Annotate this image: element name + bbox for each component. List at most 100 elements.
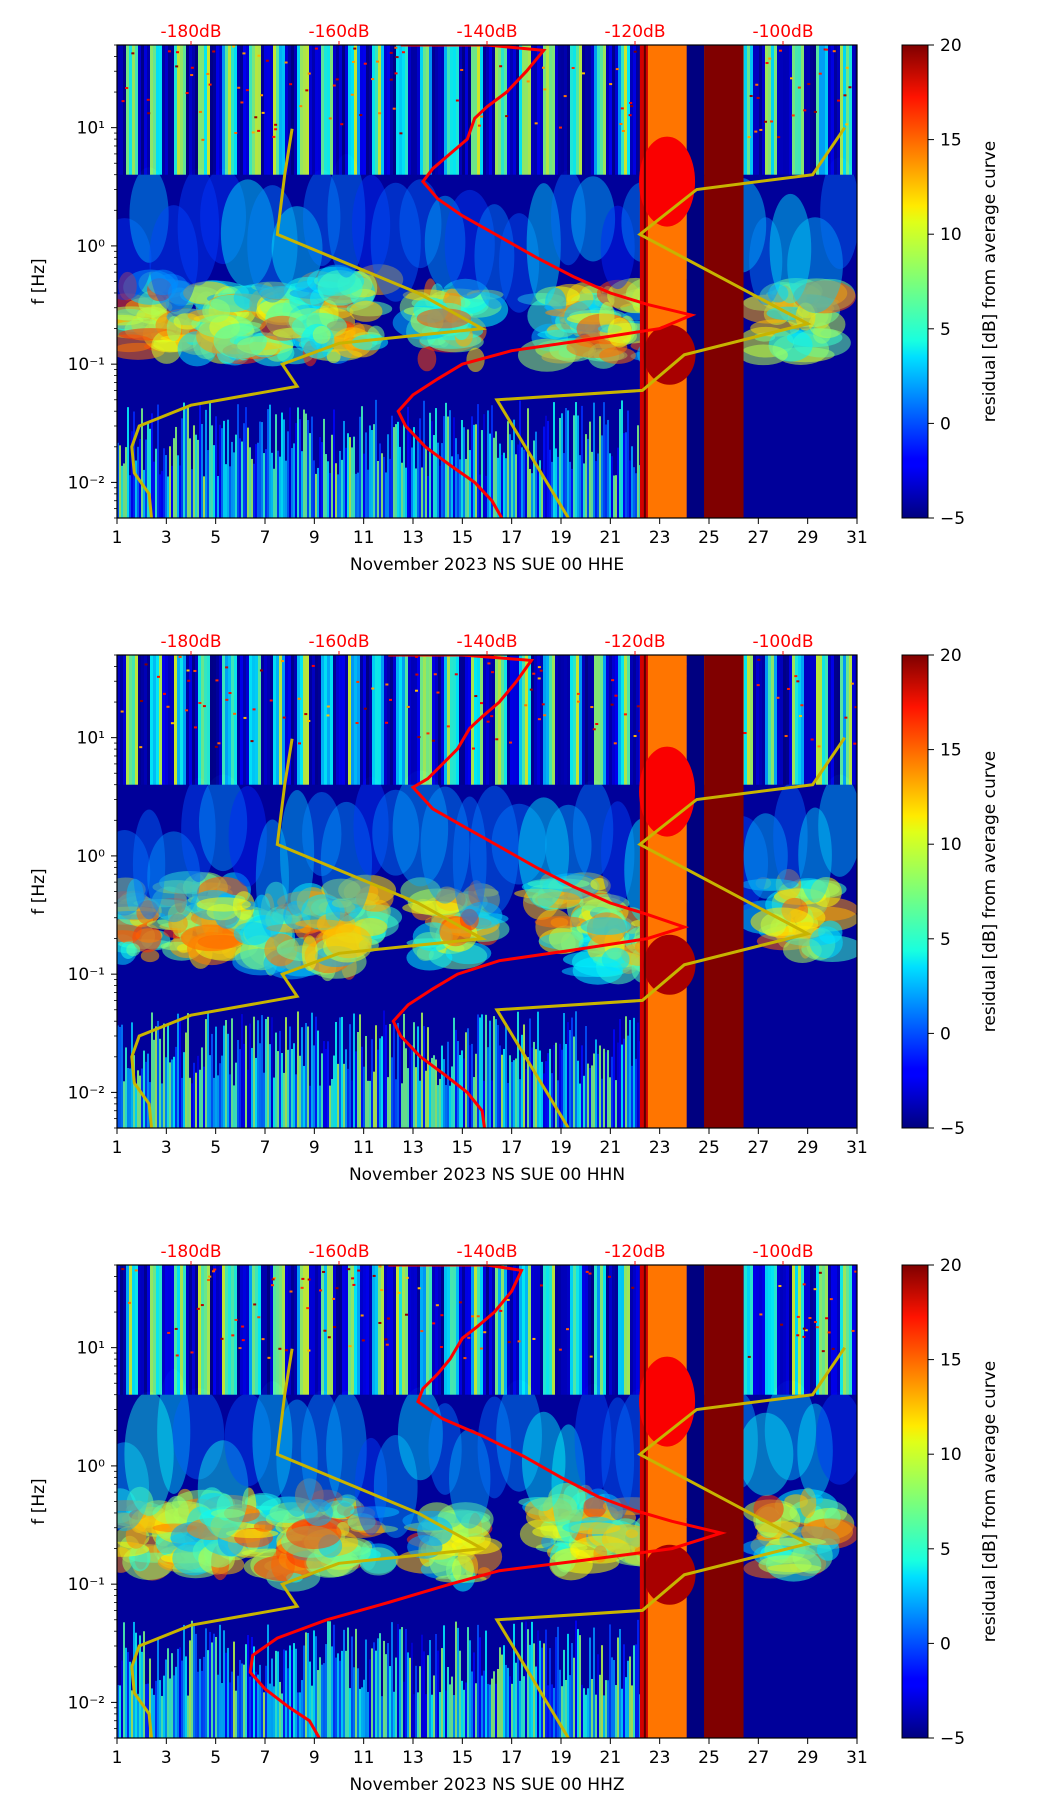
heatmap-high-stripe [831, 655, 834, 785]
heatmap-high-stripe [249, 45, 252, 175]
heatmap-high-stripe [351, 45, 354, 175]
heatmap-high-stripe [231, 45, 234, 175]
heatmap-high-stripe [429, 1265, 432, 1395]
heatmap-hot-pixel [537, 666, 541, 669]
heatmap-hot-pixel [348, 1345, 352, 1348]
heatmap-hot-pixel [175, 65, 179, 68]
heatmap-low-streak [205, 1019, 207, 1128]
heatmap-low-streak [173, 1675, 175, 1738]
heatmap-low-streak [217, 1674, 219, 1738]
heatmap-low-streak [469, 1640, 471, 1738]
heatmap-low-streak [131, 1022, 133, 1128]
heatmap-low-streak [307, 1632, 309, 1738]
heatmap-high-stripe [306, 655, 309, 785]
heatmap-low-streak [167, 1023, 169, 1128]
heatmap-high-stripe [159, 1265, 162, 1395]
heatmap-low-streak [327, 1041, 329, 1128]
heatmap-low-streak [311, 416, 313, 518]
heatmap-hot-pixel [480, 702, 484, 705]
heatmap-low-streak [269, 404, 271, 518]
heatmap-diffuse-fan [129, 167, 169, 263]
heatmap-high-stripe [609, 655, 612, 785]
heatmap-high-stripe [531, 1265, 534, 1395]
heatmap-low-streak [555, 1042, 557, 1128]
heatmap-hot-pixel [314, 47, 318, 50]
heatmap-hot-pixel [363, 707, 367, 710]
heatmap-high-stripe [195, 1265, 198, 1395]
heatmap-high-stripe [192, 1265, 195, 1395]
heatmap-low-streak [209, 401, 211, 518]
db-tick-label: -160dB [308, 22, 369, 42]
heatmap-low-streak [261, 422, 263, 518]
heatmap-low-streak [351, 447, 353, 518]
heatmap-low-streak [401, 1627, 403, 1738]
heatmap-low-streak [385, 1024, 387, 1128]
heatmap-low-streak [227, 419, 229, 518]
heatmap-diffuse-fan [117, 218, 152, 301]
x-tick-label: 7 [260, 528, 271, 548]
heatmap-low-streak [493, 437, 495, 518]
heatmap-hot-pixel [796, 680, 800, 683]
heatmap-low-streak [369, 1080, 371, 1128]
heatmap-low-streak [543, 1643, 545, 1738]
heatmap-hot-pixel [534, 122, 538, 125]
heatmap-high-stripe [492, 655, 495, 785]
heatmap-low-streak [511, 440, 513, 518]
heatmap-mid-blob [590, 877, 609, 891]
heatmap-low-streak [485, 475, 487, 518]
heatmap-low-streak [253, 463, 255, 518]
heatmap-low-streak [523, 1676, 525, 1738]
heatmap-high-stripe [468, 655, 471, 785]
heatmap-low-streak [383, 1640, 385, 1738]
heatmap-hot-pixel [162, 692, 166, 695]
heatmap-hot-pixel [178, 655, 182, 658]
heatmap-low-streak [361, 1687, 363, 1738]
heatmap-low-streak [289, 1026, 291, 1128]
heatmap-diffuse-fan [571, 176, 616, 262]
heatmap-high-stripe [363, 1265, 366, 1395]
heatmap-low-streak [191, 1620, 193, 1738]
heatmap-hot-pixel [384, 1338, 388, 1341]
x-tick-label: 11 [353, 528, 375, 548]
heatmap-diffuse-fan [424, 195, 466, 289]
heatmap-mid-blob [132, 923, 162, 953]
heatmap-low-streak [221, 1055, 223, 1128]
heatmap-low-streak [553, 402, 555, 518]
heatmap-high-stripe [426, 45, 429, 175]
heatmap-high-stripe [309, 1265, 312, 1395]
heatmap-low-streak [357, 1668, 359, 1738]
heatmap-low-streak [207, 450, 209, 518]
heatmap-mid-blob [739, 344, 788, 366]
heatmap-low-streak [413, 1022, 415, 1128]
heatmap-low-streak [567, 1633, 569, 1738]
heatmap-hot-pixel [615, 68, 619, 71]
heatmap-low-streak [247, 1635, 249, 1738]
heatmap-low-streak [183, 1624, 185, 1738]
heatmap-high-stripe [621, 655, 624, 785]
heatmap-low-streak [307, 1026, 309, 1128]
heatmap-high-stripe [207, 655, 210, 785]
heatmap-hot-pixel [829, 1298, 833, 1301]
heatmap-high-stripe [843, 655, 846, 785]
heatmap-high-stripe [339, 655, 342, 785]
heatmap-hot-pixel [495, 738, 499, 741]
heatmap-low-streak [391, 1057, 393, 1128]
heatmap-low-streak [127, 1652, 129, 1738]
heatmap-high-stripe [807, 45, 810, 175]
heatmap-low-streak [515, 454, 517, 518]
heatmap-high-stripe [594, 655, 597, 785]
heatmap-low-streak [595, 461, 597, 518]
heatmap-hot-pixel [629, 101, 633, 104]
heatmap-mid-blob [579, 894, 630, 913]
heatmap-high-stripe [360, 1265, 363, 1395]
heatmap-high-stripe [753, 45, 756, 175]
colorbar-tick-label: 20 [940, 646, 962, 666]
heatmap-mid-blob [312, 325, 331, 344]
heatmap-low-streak [605, 424, 607, 518]
heatmap-hot-pixel [791, 114, 795, 117]
heatmap-high-stripe [510, 45, 513, 175]
heatmap-high-stripe [501, 45, 504, 175]
heatmap-high-stripe [534, 1265, 537, 1395]
heatmap-high-stripe [198, 655, 201, 785]
heatmap-hot-pixel [326, 714, 330, 717]
